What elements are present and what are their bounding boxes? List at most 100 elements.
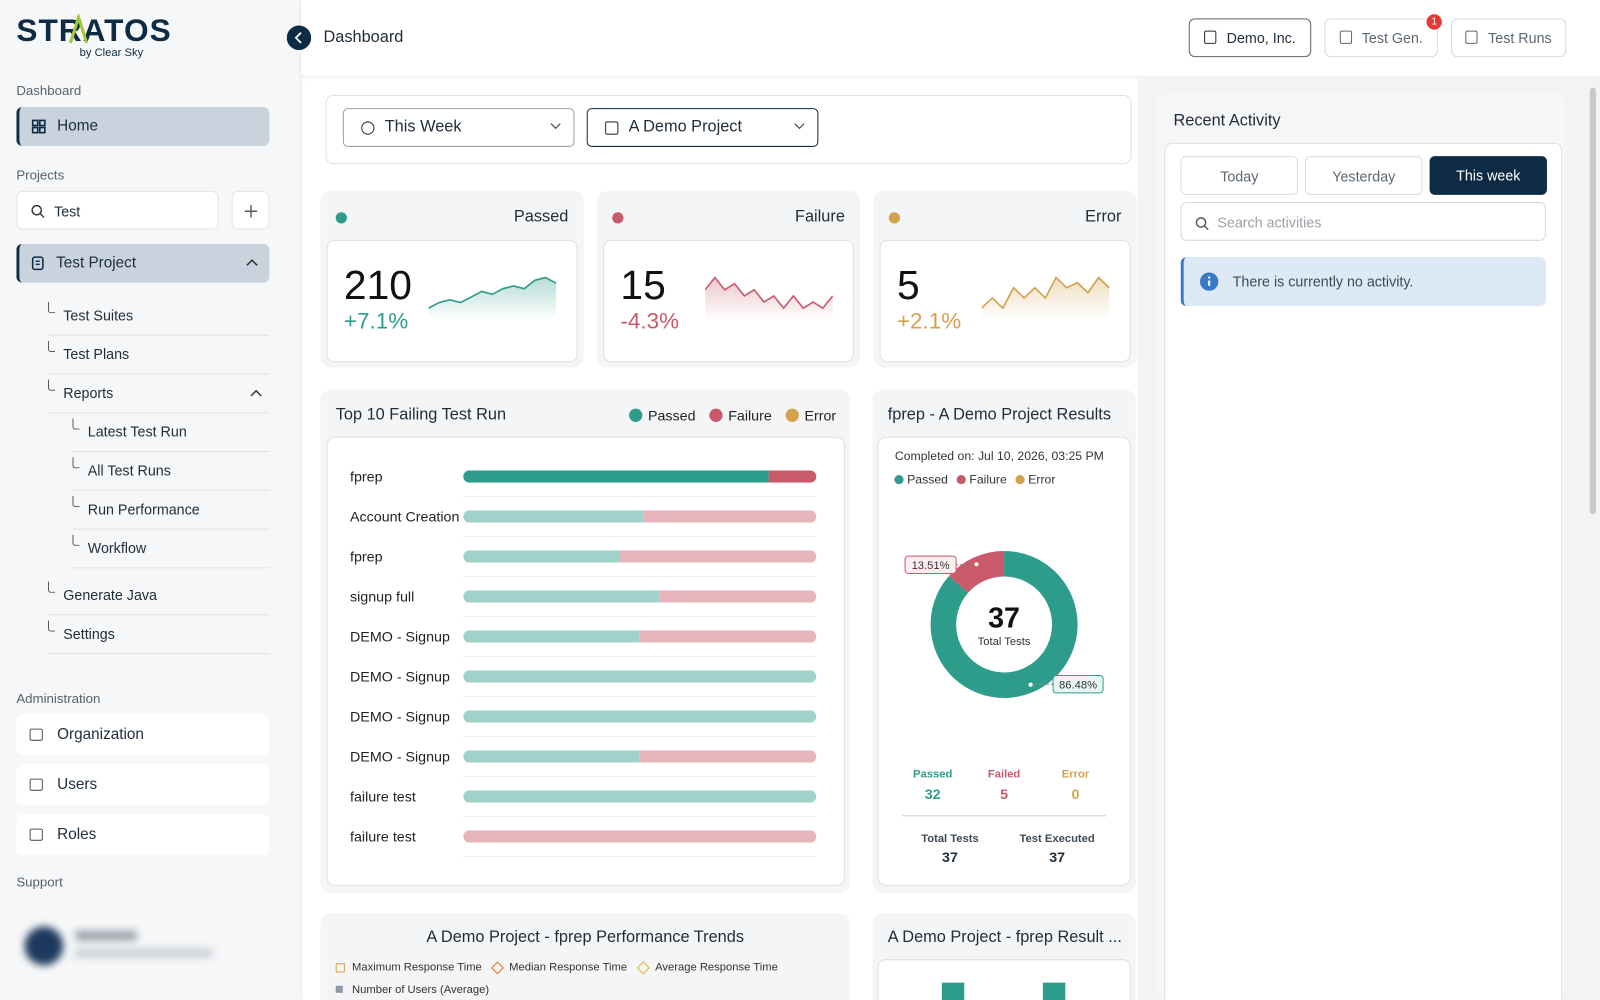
- stat-panel: 15 -4.3%: [603, 239, 855, 363]
- filter-label: A Demo Project: [628, 118, 742, 136]
- nav-item[interactable]: Test Suites: [63, 307, 134, 324]
- sparkline-line: [705, 276, 834, 310]
- subtitle: Completed on: Jul 10, 2026, 03:25 PM: [894, 448, 1104, 464]
- total-label: Total Tests: [921, 833, 979, 845]
- bar-row: [463, 590, 817, 603]
- bar-segment: [768, 470, 817, 483]
- chevron[interactable]: [250, 389, 262, 399]
- bar-top: [941, 982, 965, 1000]
- project-search[interactable]: Test: [16, 190, 219, 230]
- legend-dot: [629, 408, 643, 422]
- bar-row: [463, 670, 817, 683]
- nav-home[interactable]: Home: [16, 107, 270, 146]
- chart-panel: [877, 959, 1131, 1000]
- stat-label: Passed: [513, 208, 569, 226]
- filter-select[interactable]: This Week: [342, 108, 575, 147]
- stat-change: +7.1%: [343, 308, 409, 334]
- scrollbar[interactable]: [1589, 87, 1596, 515]
- tree-glyph: [72, 495, 80, 508]
- nav-item[interactable]: Settings: [63, 625, 115, 642]
- stat-label: Error: [1085, 208, 1122, 226]
- alert-text: There is currently no activity.: [1232, 273, 1414, 290]
- bar-segment: [659, 590, 817, 603]
- collapse-button[interactable]: [286, 25, 312, 50]
- nav-item[interactable]: Test Plans: [63, 345, 130, 363]
- separator: [47, 334, 270, 336]
- user-profile[interactable]: [18, 918, 273, 971]
- sidebar: STRATOS by Clear Sky Dashboard Home Proj…: [0, 0, 300, 1000]
- sparkline-line: [428, 276, 557, 309]
- total-value: 37: [942, 850, 958, 866]
- card-title: Recent Activity: [1173, 112, 1281, 130]
- brand: STRATOS: [16, 12, 172, 48]
- summary-value: 0: [1072, 787, 1080, 803]
- category-label: DEMO - Signup: [350, 710, 450, 726]
- sparkline: [705, 276, 834, 321]
- center-value: 37: [988, 603, 1020, 635]
- header-button[interactable]: Demo, Inc.: [1188, 18, 1312, 58]
- card-title: A Demo Project - fprep Result ...: [887, 928, 1122, 946]
- nav-item[interactable]: Generate Java: [63, 586, 157, 604]
- icon: [29, 828, 43, 841]
- stat-card: Passed 210 +7.1%: [320, 190, 584, 368]
- legend-dot: [785, 408, 799, 422]
- nav-label: Home: [57, 117, 98, 135]
- avatar: [24, 926, 64, 966]
- stat-panel: 5 +2.1%: [879, 239, 1131, 363]
- stat-panel: 210 +7.1%: [326, 239, 578, 363]
- donut-slice: [948, 551, 1005, 593]
- summary-label: Error: [1062, 769, 1090, 781]
- header-button[interactable]: Test Gen.: [1324, 18, 1438, 58]
- page-title: Dashboard: [323, 28, 404, 46]
- add-project-button[interactable]: [231, 190, 270, 230]
- section-heading: Support: [16, 874, 63, 890]
- header-button[interactable]: Test Runs: [1451, 18, 1567, 58]
- leader-line: [956, 563, 977, 566]
- admin-item[interactable]: Organization: [16, 714, 270, 756]
- card-title: A Demo Project - fprep Performance Trend…: [426, 928, 745, 946]
- stat-change: -4.3%: [620, 308, 680, 334]
- admin-item[interactable]: Roles: [16, 814, 270, 856]
- legend-label: Failure: [728, 408, 772, 424]
- tab[interactable]: Yesterday: [1305, 156, 1423, 195]
- user-name: [75, 930, 137, 941]
- summary-value: 5: [1000, 787, 1008, 803]
- icon: [1339, 30, 1352, 44]
- bar-row: [463, 470, 817, 483]
- bar-segment: [463, 710, 817, 723]
- legend-label: Error: [1028, 473, 1055, 487]
- nav-subitem[interactable]: Latest Test Run: [87, 423, 187, 440]
- icon: [1465, 30, 1478, 44]
- bar-row: [463, 630, 817, 643]
- tree-glyph: [72, 418, 80, 430]
- separator: [47, 614, 270, 616]
- tree-glyph: [72, 534, 80, 546]
- button-label: Demo, Inc.: [1226, 29, 1296, 46]
- tab[interactable]: This week: [1429, 156, 1547, 195]
- legend-dot: [709, 408, 723, 422]
- nav-subitem[interactable]: All Test Runs: [87, 462, 171, 479]
- bar-row: [463, 830, 817, 843]
- admin-item[interactable]: Users: [16, 764, 270, 806]
- legend: Passed Failure Error: [629, 408, 836, 424]
- chevron-path: [250, 389, 262, 397]
- bar-segment: [639, 630, 817, 643]
- nav-item[interactable]: Reports: [63, 384, 114, 402]
- value-label: 86.48%: [1059, 679, 1097, 691]
- value-label-box: [904, 555, 957, 574]
- legend-label: Passed: [648, 408, 696, 424]
- separator: [47, 653, 270, 655]
- project-selector[interactable]: Test Project: [16, 243, 270, 283]
- tab[interactable]: Today: [1180, 156, 1298, 195]
- divider: [902, 815, 1107, 817]
- filter-select[interactable]: A Demo Project: [586, 108, 819, 147]
- nav-subitem[interactable]: Workflow: [87, 539, 147, 557]
- bar-segment: [463, 630, 640, 643]
- activity-search[interactable]: Search activities: [1180, 202, 1546, 241]
- nav-subitem[interactable]: Run Performance: [87, 501, 200, 518]
- legend-label: Average Response Time: [655, 961, 778, 974]
- separator: [72, 451, 270, 453]
- chart-panel: [326, 436, 845, 886]
- status-dot: [888, 212, 900, 224]
